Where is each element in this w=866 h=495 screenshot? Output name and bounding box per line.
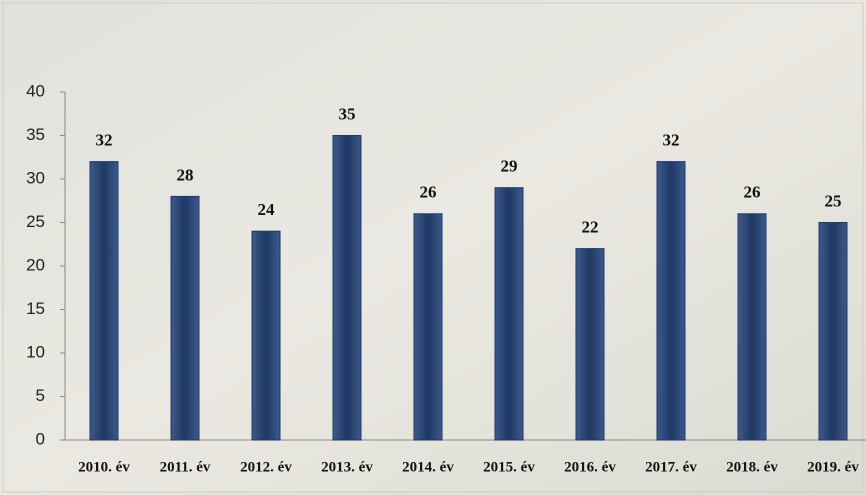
bar	[89, 161, 119, 441]
y-tick-label: 20	[26, 255, 45, 274]
x-tick-label: 2012. év	[240, 459, 292, 475]
value-label: 24	[258, 200, 276, 219]
x-tick-label: 2019. év	[807, 459, 859, 475]
y-tick-label: 5	[36, 386, 45, 405]
x-tick-label: 2018. év	[726, 459, 778, 475]
value-label: 26	[744, 183, 761, 202]
bar	[170, 195, 200, 441]
value-label: 29	[501, 157, 518, 176]
x-tick-label: 2014. év	[402, 459, 454, 475]
bar	[494, 187, 524, 441]
x-tick-label: 2010. év	[78, 459, 130, 475]
value-label: 28	[177, 165, 194, 184]
bar	[413, 213, 443, 441]
y-tick-label: 30	[26, 168, 45, 187]
y-tick-label: 25	[26, 212, 45, 231]
y-tick-label: 10	[26, 342, 45, 361]
y-tick-label: 40	[26, 81, 45, 100]
y-tick-label: 15	[26, 299, 45, 318]
x-tick-label: 2017. év	[645, 459, 697, 475]
x-tick-label: 2016. év	[564, 459, 616, 475]
bar	[737, 213, 767, 441]
value-label: 32	[663, 131, 680, 150]
x-tick-label: 2013. év	[321, 459, 373, 475]
value-label: 32	[96, 131, 113, 150]
bar	[575, 248, 605, 441]
value-label: 22	[582, 218, 599, 237]
bar	[656, 161, 686, 441]
y-tick-label: 35	[26, 125, 45, 144]
value-label: 35	[339, 104, 356, 123]
bar	[251, 230, 281, 441]
bar	[818, 222, 848, 441]
bar	[332, 135, 362, 441]
x-tick-label: 2011. év	[160, 459, 211, 475]
value-label: 25	[825, 191, 842, 210]
y-tick-label: 0	[36, 429, 45, 448]
value-label: 26	[420, 183, 437, 202]
x-tick-label: 2015. év	[483, 459, 535, 475]
